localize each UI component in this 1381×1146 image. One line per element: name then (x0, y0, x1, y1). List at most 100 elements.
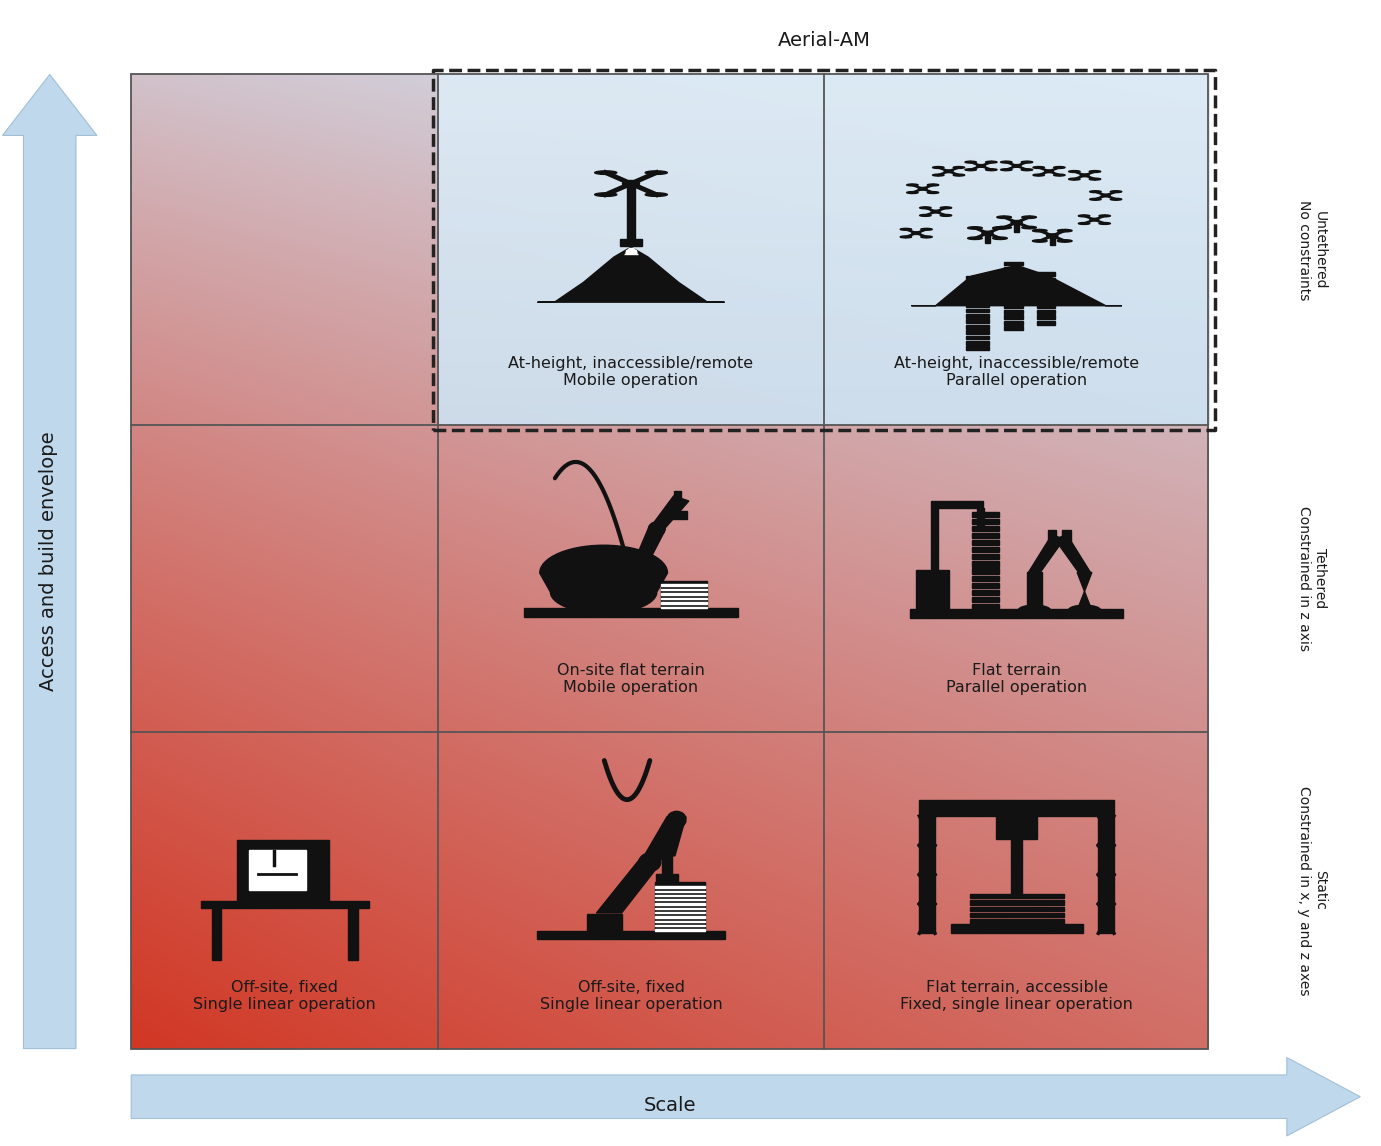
Ellipse shape (918, 607, 932, 614)
Bar (969, 906, 1063, 911)
Bar (674, 490, 681, 509)
Ellipse shape (1080, 174, 1090, 176)
Bar (1037, 283, 1055, 286)
Bar (250, 850, 307, 889)
Ellipse shape (1079, 222, 1090, 225)
Bar (131, 74, 1208, 1049)
Ellipse shape (940, 214, 952, 217)
Bar (211, 908, 221, 960)
Bar (931, 508, 939, 568)
Bar (537, 931, 725, 939)
Ellipse shape (993, 227, 1007, 229)
Text: Off-site, fixed
Single linear operation: Off-site, fixed Single linear operation (193, 980, 376, 1012)
Ellipse shape (1058, 229, 1072, 231)
Bar (967, 298, 989, 301)
Ellipse shape (931, 607, 946, 614)
Ellipse shape (1033, 166, 1044, 168)
Polygon shape (597, 858, 659, 913)
Bar (967, 282, 989, 285)
Bar (967, 304, 989, 307)
Bar (655, 908, 704, 909)
Bar (620, 240, 642, 245)
Circle shape (639, 853, 661, 871)
Ellipse shape (1090, 190, 1101, 193)
Bar (655, 886, 704, 888)
Ellipse shape (1033, 229, 1047, 231)
Text: At-height, inaccessible/remote
Parallel operation: At-height, inaccessible/remote Parallel … (894, 356, 1139, 388)
Text: On-site flat terrain
Mobile operation: On-site flat terrain Mobile operation (557, 662, 704, 696)
Bar (972, 540, 998, 545)
Text: Flat terrain
Parallel operation: Flat terrain Parallel operation (946, 662, 1087, 696)
Ellipse shape (1011, 220, 1022, 225)
Ellipse shape (920, 214, 931, 217)
Bar (967, 314, 989, 317)
Ellipse shape (645, 171, 667, 174)
Ellipse shape (927, 185, 939, 186)
Bar (1014, 221, 1019, 231)
Ellipse shape (907, 185, 918, 186)
Polygon shape (631, 526, 664, 570)
Bar (655, 917, 704, 918)
Ellipse shape (940, 207, 952, 209)
Bar (1004, 261, 1023, 266)
Ellipse shape (997, 215, 1011, 219)
Polygon shape (1077, 572, 1092, 611)
Ellipse shape (986, 162, 997, 163)
Bar (967, 276, 989, 280)
Bar (967, 324, 989, 329)
Bar (967, 340, 989, 345)
Polygon shape (3, 74, 97, 1049)
Bar (969, 901, 1063, 904)
Text: Flat terrain, accessible
Fixed, single linear operation: Flat terrain, accessible Fixed, single l… (900, 980, 1132, 1012)
Ellipse shape (932, 166, 945, 168)
Bar (985, 231, 990, 243)
Bar (1098, 816, 1114, 933)
Bar (1004, 327, 1023, 330)
Ellipse shape (982, 231, 993, 235)
Bar (972, 511, 998, 517)
Ellipse shape (1069, 605, 1101, 615)
Bar (950, 924, 1083, 933)
Ellipse shape (623, 180, 639, 187)
Bar (967, 320, 989, 323)
Ellipse shape (1090, 198, 1101, 201)
Bar (1004, 321, 1023, 324)
Ellipse shape (953, 174, 964, 176)
Ellipse shape (907, 191, 918, 194)
Ellipse shape (1058, 240, 1072, 242)
Circle shape (667, 811, 686, 827)
Ellipse shape (997, 226, 1011, 229)
Ellipse shape (1022, 226, 1036, 229)
Bar (972, 604, 998, 610)
Ellipse shape (945, 170, 953, 173)
Bar (967, 308, 989, 313)
Ellipse shape (1110, 198, 1121, 201)
Bar (972, 533, 998, 539)
Polygon shape (1055, 534, 1091, 572)
Bar (200, 902, 369, 908)
Bar (348, 908, 358, 960)
Ellipse shape (1022, 215, 1036, 219)
Ellipse shape (900, 236, 911, 238)
Bar (1037, 321, 1055, 324)
Bar (920, 800, 1114, 816)
Text: Aerial-AM: Aerial-AM (778, 31, 870, 49)
Ellipse shape (927, 191, 939, 194)
Bar (972, 519, 998, 524)
Bar (1048, 529, 1056, 542)
Ellipse shape (1054, 174, 1065, 176)
Polygon shape (131, 1058, 1360, 1136)
Bar (667, 511, 688, 519)
Ellipse shape (1047, 234, 1058, 237)
Ellipse shape (1033, 240, 1047, 242)
Bar (931, 502, 983, 508)
Polygon shape (659, 817, 686, 858)
Bar (1037, 315, 1055, 319)
Bar (655, 912, 704, 913)
Bar (1037, 299, 1055, 303)
Bar (1037, 309, 1055, 314)
Bar (972, 562, 998, 566)
Bar (655, 890, 704, 892)
Bar (1004, 277, 1023, 282)
Bar (661, 598, 707, 599)
